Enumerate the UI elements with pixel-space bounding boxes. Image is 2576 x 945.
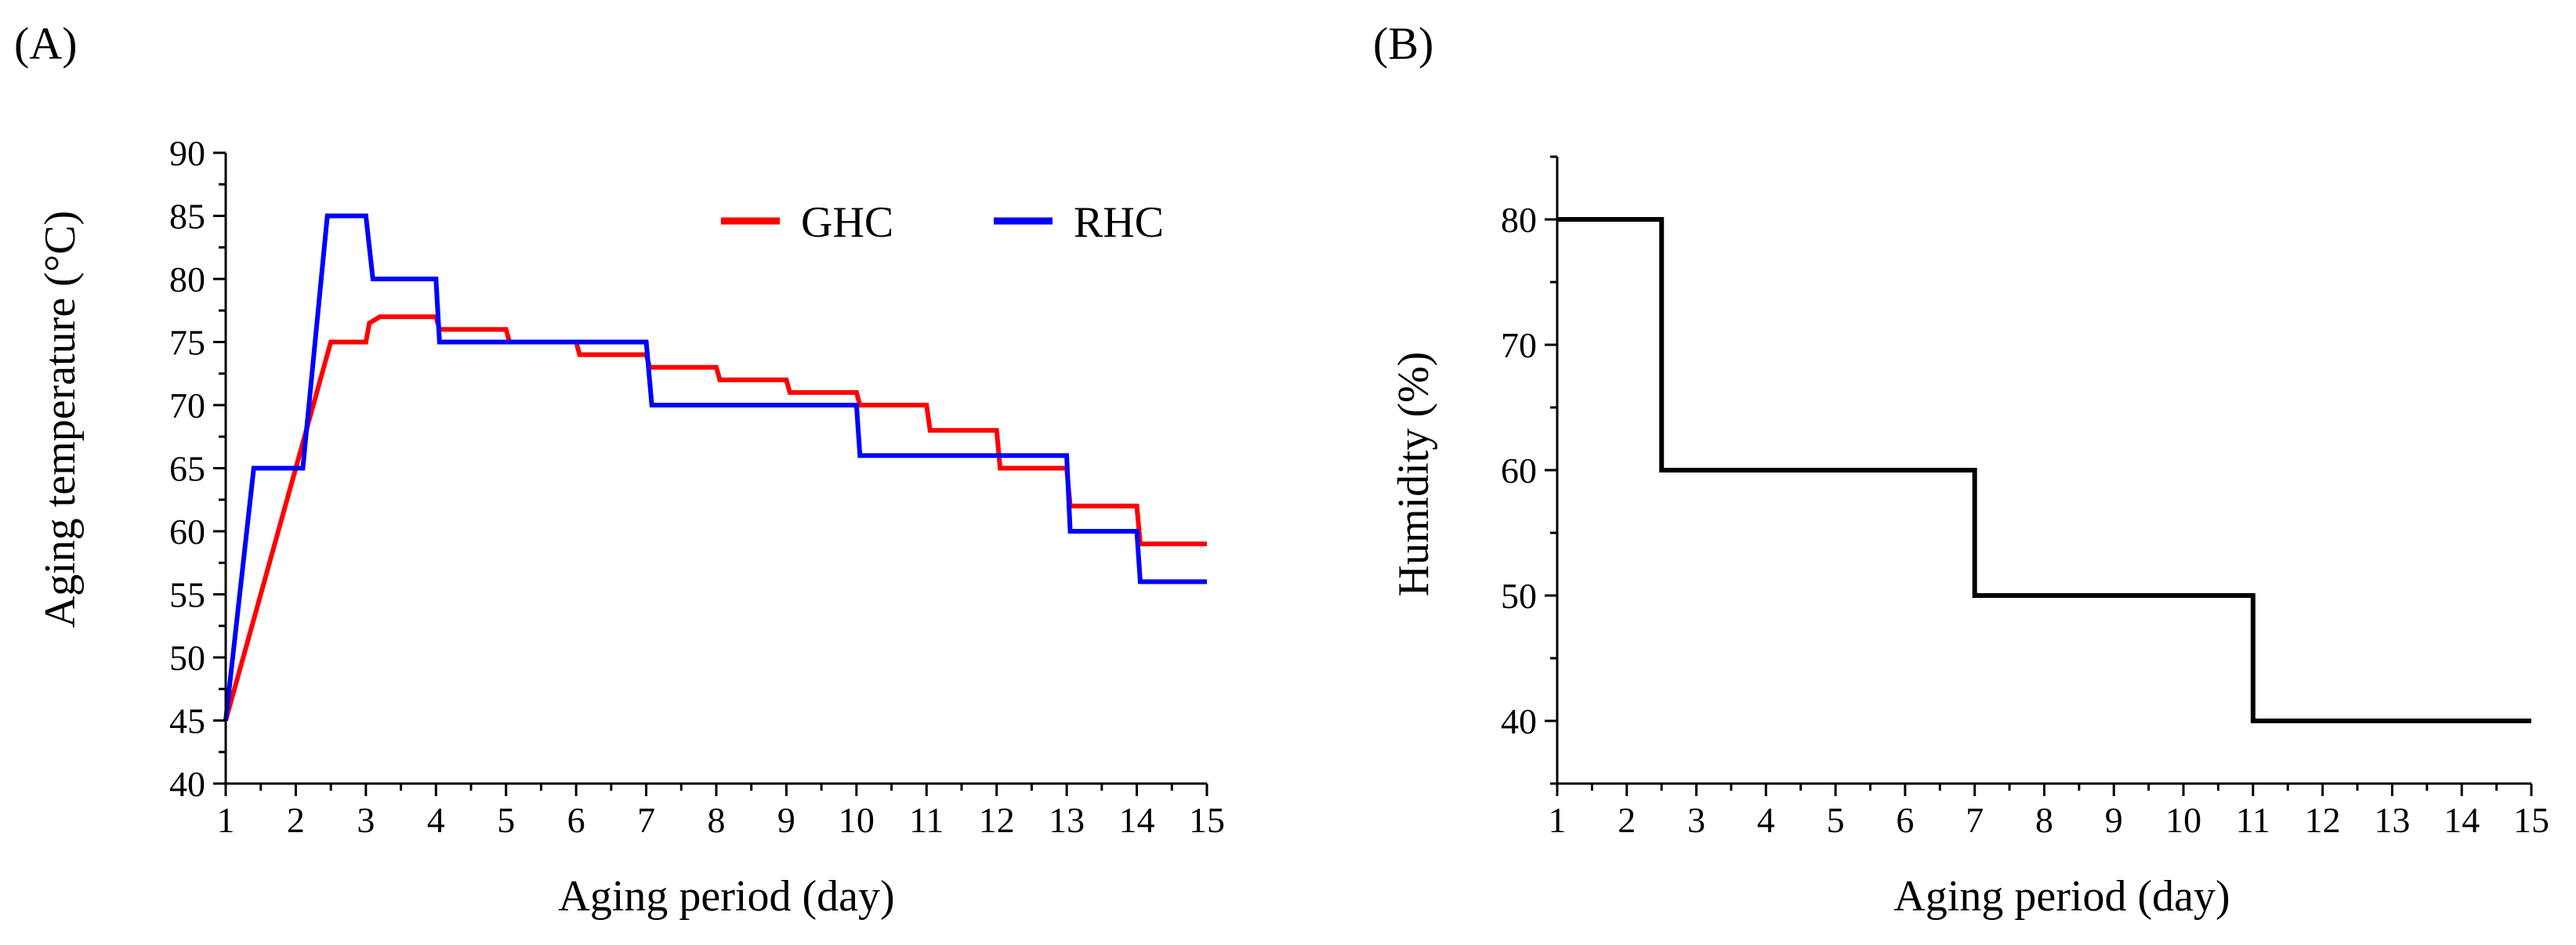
- panel-b-x-tick-label: 3: [1687, 800, 1705, 840]
- legend-label-rhc: RHC: [1074, 198, 1164, 247]
- panel-b-x-tick-label: 4: [1757, 800, 1775, 840]
- panel-a-label: (A): [14, 18, 78, 69]
- panel-b-x-tick-label: 6: [1896, 800, 1914, 840]
- panel-a-y-axis-title: Aging temperature (°C): [36, 211, 85, 628]
- panel-a-y-tick-label: 80: [169, 259, 205, 299]
- panel-b-x-axis-title: Aging period (day): [1893, 872, 2230, 921]
- panel-a-x-axis-title: Aging period (day): [558, 872, 894, 921]
- panel-a-y-tick-label: 45: [169, 701, 205, 741]
- legend-label-ghc: GHC: [801, 198, 893, 247]
- panel-a-y-tick-label: 40: [169, 764, 205, 804]
- panel-b-y-tick-label: 50: [1501, 576, 1537, 616]
- panel-a-axes: 1 2 3 4 5 6 7 8 9 10 11 12 13 14 154045505560657075808…: [169, 133, 1225, 840]
- panel-b-x-tick-label: 11: [2236, 800, 2270, 840]
- panel-b-x-tick-label: 9: [2105, 800, 2123, 840]
- panel-a-y-tick-label: 60: [169, 512, 205, 552]
- panel-a-x-tick-label: 1: [217, 800, 235, 840]
- panel-b-y-tick-label: 40: [1501, 701, 1537, 741]
- panel-a-series-ghc-line: [223, 314, 1207, 722]
- panel-a-y-tick-label: 50: [169, 638, 205, 678]
- panel-a-x-tick-label: 2: [287, 800, 305, 840]
- panel-a-series-rhc-line: [223, 213, 1207, 721]
- panel-b-series-group: [1557, 217, 2531, 723]
- panel-a-x-tick-label: 11: [909, 800, 944, 840]
- panel-a-y-tick-label: 75: [169, 323, 205, 363]
- panel-b-x-tick-label: 13: [2374, 800, 2410, 840]
- panel-a-x-tick-label: 5: [497, 800, 515, 840]
- panel-b-x-tick-label: 5: [1827, 800, 1845, 840]
- panel-b-series-humidity-line: [1557, 217, 2531, 723]
- panel-b-y-tick-label: 60: [1501, 451, 1537, 491]
- panel-b-x-tick-label: 12: [2305, 800, 2341, 840]
- panel-b-label: (B): [1373, 18, 1433, 69]
- panel-b-y-tick-label: 80: [1501, 200, 1537, 240]
- panel-a-x-tick-label: 7: [637, 800, 655, 840]
- panel-b-y-tick-label: 70: [1501, 325, 1537, 365]
- panel-a-x-tick-label: 3: [357, 800, 375, 840]
- panel-b-y-axis-title: Humidity (%): [1389, 352, 1438, 597]
- panel-b-x-tick-label: 14: [2444, 800, 2480, 840]
- panel-a-x-tick-label: 6: [567, 800, 585, 840]
- panel-a-x-tick-label: 13: [1049, 800, 1085, 840]
- panel-a-x-tick-label: 8: [708, 800, 726, 840]
- panel-a-legend: GHC RHC: [721, 198, 1164, 247]
- panel-a-series-group: [223, 213, 1207, 722]
- panel-a-x-tick-label: 14: [1119, 800, 1155, 840]
- panel-b-x-tick-label: 8: [2035, 800, 2053, 840]
- panel-a-y-tick-label: 55: [169, 575, 205, 615]
- panel-a-x-tick-label: 10: [839, 800, 875, 840]
- panel-a-x-tick-label: 9: [777, 800, 795, 840]
- panel-b-x-tick-label: 15: [2513, 800, 2549, 840]
- panel-a-y-tick-label: 90: [169, 133, 205, 173]
- panel-a-x-tick-label: 4: [427, 800, 445, 840]
- panel-b-x-tick-label: 1: [1549, 800, 1567, 840]
- panel-a-y-tick-label: 85: [169, 197, 205, 237]
- panel-a-x-tick-label: 15: [1189, 800, 1225, 840]
- panel-a-x-tick-label: 12: [979, 800, 1015, 840]
- panel-b-x-tick-label: 10: [2165, 800, 2201, 840]
- panel-a-y-tick-label: 70: [169, 386, 205, 425]
- panel-b-x-tick-label: 2: [1618, 800, 1636, 840]
- panel-a-temperature-chart: (A) 1 2 3 4 5 6 7 8 9 10 11 12 13 14 15404550556065707…: [14, 18, 1225, 921]
- panel-b-x-tick-label: 7: [1966, 800, 1984, 840]
- panel-a-y-tick-label: 65: [169, 449, 205, 489]
